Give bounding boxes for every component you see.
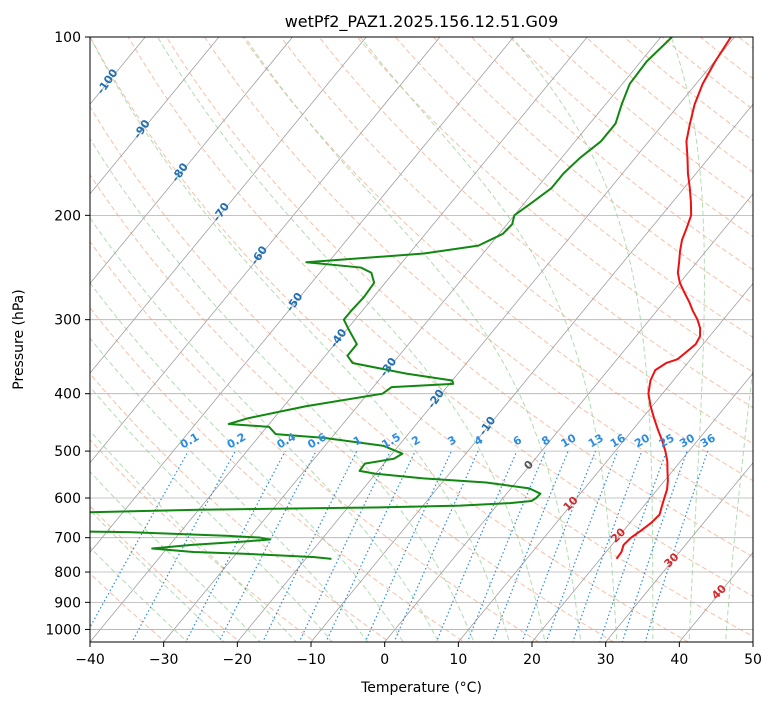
dry-adiabat-line bbox=[280, 37, 753, 445]
y-tick-label: 300 bbox=[54, 313, 81, 329]
isotherm-line bbox=[236, 37, 735, 642]
dry-adiabat-line bbox=[509, 37, 753, 238]
dry-adiabat-line bbox=[90, 37, 753, 638]
x-axis: −40 −30 −20 −10 0 10 20 30 40 50 bbox=[75, 642, 762, 668]
x-axis-title: Temperature (°C) bbox=[360, 680, 482, 696]
y-tick-label: 700 bbox=[54, 531, 81, 547]
moist-adiabat-line bbox=[670, 37, 705, 642]
moist-adiabat-line bbox=[90, 282, 404, 642]
y-axis: 1000 900 800 700 600 500 400 300 200 100 bbox=[45, 30, 90, 638]
moist-adiabat-line bbox=[725, 363, 753, 642]
mixing-ratio-line bbox=[393, 450, 479, 642]
x-tick-label: −30 bbox=[149, 652, 179, 668]
mixing-ratio-line bbox=[521, 450, 597, 642]
x-tick-label: 40 bbox=[670, 652, 688, 668]
moist-adiabat-line bbox=[90, 37, 510, 642]
x-tick-label: −20 bbox=[223, 652, 253, 668]
isotherm-line bbox=[457, 282, 753, 642]
moist-adiabat-line bbox=[157, 37, 546, 642]
plot-frame bbox=[89, 36, 754, 643]
chart-title: wetPf2_PAZ1.2025.156.12.51.G09 bbox=[285, 12, 559, 32]
dry-adiabat-line bbox=[547, 37, 753, 205]
dry-adiabat-line bbox=[356, 37, 753, 373]
mixing-ratio-line bbox=[364, 450, 452, 642]
isotherm-line bbox=[163, 37, 662, 642]
dry-adiabat-line bbox=[318, 37, 753, 409]
isotherm-line bbox=[310, 103, 753, 642]
x-tick-label: 50 bbox=[744, 652, 762, 668]
mixing-ratio-line bbox=[131, 450, 236, 642]
x-tick-label: 10 bbox=[449, 652, 467, 668]
y-tick-label: 200 bbox=[54, 208, 81, 224]
moist-adiabat-line bbox=[90, 430, 297, 642]
x-tick-label: 30 bbox=[597, 652, 615, 668]
mixing-ratio-line bbox=[466, 450, 546, 642]
isotherm-line bbox=[90, 37, 220, 195]
isotherm-line bbox=[605, 462, 753, 642]
moist-adiabat-line bbox=[244, 37, 582, 642]
mixing-ratio-line bbox=[491, 450, 569, 642]
moist-adiabat-line bbox=[90, 509, 225, 642]
y-tick-label: 800 bbox=[54, 565, 81, 581]
background-lines bbox=[90, 37, 753, 642]
isotherm-line bbox=[90, 37, 293, 285]
dry-adiabat-line bbox=[90, 372, 391, 642]
moist-adiabat-line bbox=[511, 37, 654, 642]
y-tick-label: 1000 bbox=[45, 622, 81, 638]
dry-adiabat-line bbox=[166, 37, 753, 558]
x-tick-label: 20 bbox=[523, 652, 541, 668]
mixing-ratio-line bbox=[218, 450, 317, 642]
x-tick-label: −40 bbox=[75, 652, 105, 668]
y-tick-label: 100 bbox=[54, 30, 81, 46]
mixing-ratio-line bbox=[325, 450, 416, 642]
x-tick-label: −10 bbox=[296, 652, 326, 668]
mixing-ratio-line bbox=[545, 450, 619, 642]
moist-adiabat-line bbox=[90, 137, 475, 642]
isotherm-line bbox=[531, 372, 753, 642]
moist-adiabat-line bbox=[90, 337, 369, 642]
y-tick-label: 500 bbox=[54, 444, 81, 460]
dry-adiabat-line bbox=[90, 438, 316, 642]
dry-adiabat-line bbox=[127, 37, 753, 597]
dewpoint-line bbox=[90, 37, 673, 560]
y-tick-label: 900 bbox=[54, 595, 81, 611]
y-tick-label: 600 bbox=[54, 491, 81, 507]
mixing-ratio-line bbox=[90, 450, 189, 629]
y-axis-title: Pressure (hPa) bbox=[11, 289, 27, 389]
dry-adiabat-line bbox=[90, 306, 466, 642]
moist-adiabat-line bbox=[90, 470, 261, 642]
dry-adiabat-line bbox=[242, 37, 753, 482]
moist-adiabat-line bbox=[90, 217, 440, 642]
isotherm-line bbox=[90, 37, 441, 464]
mixing-ratio-line bbox=[298, 450, 391, 642]
dry-adiabat-line bbox=[433, 37, 753, 304]
isotherm-line bbox=[90, 37, 367, 374]
dry-adiabat-line bbox=[623, 37, 753, 142]
mixing-ratio-line bbox=[435, 450, 518, 642]
x-tick-label: 0 bbox=[380, 652, 389, 668]
isotherm-line bbox=[384, 193, 753, 642]
moist-adiabat-line bbox=[359, 37, 618, 642]
mixing-ratio-line bbox=[262, 450, 358, 642]
sounding-series bbox=[90, 37, 732, 560]
isotherm-line bbox=[90, 37, 588, 642]
isotherm-line bbox=[90, 37, 514, 554]
dry-adiabat-line bbox=[90, 105, 690, 642]
y-tick-label: 400 bbox=[54, 387, 81, 403]
temperature-line bbox=[615, 37, 732, 560]
